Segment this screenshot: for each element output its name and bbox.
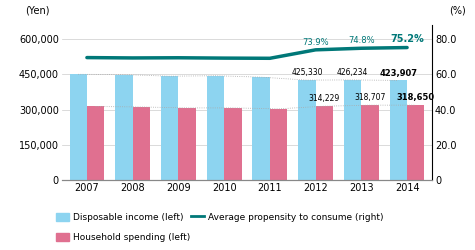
Text: 314,229: 314,229	[309, 94, 340, 104]
Bar	[133, 107, 150, 180]
Bar	[69, 74, 87, 180]
Text: 318,650: 318,650	[397, 93, 435, 102]
Bar	[344, 80, 361, 180]
Bar	[224, 108, 241, 180]
Bar	[270, 109, 287, 180]
Text: 74.8%: 74.8%	[348, 36, 375, 45]
Bar	[390, 80, 407, 180]
Text: 75.2%: 75.2%	[390, 34, 424, 44]
Bar	[179, 108, 196, 180]
Text: 423,907: 423,907	[380, 69, 418, 78]
Legend: Household spending (left): Household spending (left)	[52, 229, 194, 246]
Legend: Disposable income (left), Average propensity to consume (right): Disposable income (left), Average propen…	[52, 209, 387, 226]
Text: (%): (%)	[449, 6, 466, 16]
Text: 73.9%: 73.9%	[302, 38, 329, 47]
Text: 318,707: 318,707	[354, 93, 386, 102]
Text: 425,330: 425,330	[291, 68, 323, 77]
Bar	[115, 74, 133, 180]
Text: 426,234: 426,234	[337, 68, 368, 77]
Bar	[161, 76, 179, 180]
Bar	[253, 77, 270, 180]
Bar	[361, 105, 379, 180]
Bar	[407, 105, 425, 180]
Bar	[87, 106, 104, 180]
Text: (Yen): (Yen)	[25, 6, 49, 16]
Bar	[298, 80, 315, 180]
Bar	[315, 106, 333, 180]
Bar	[207, 76, 224, 180]
